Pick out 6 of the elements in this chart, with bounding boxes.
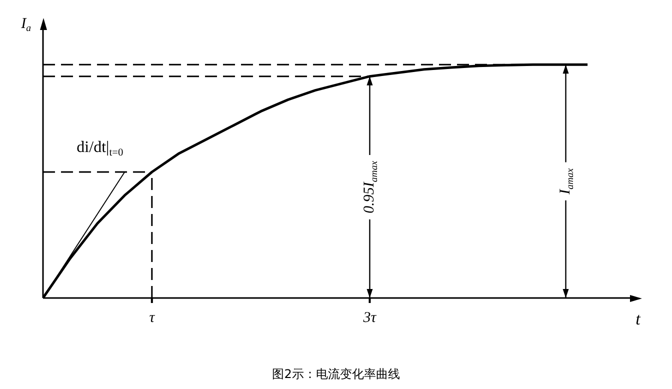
x-tick-label: τ (149, 310, 156, 326)
x-axis-title: t (636, 309, 642, 328)
text: 图2示：电流变化率曲线 (272, 367, 400, 382)
annotation: 0.95Iamax (362, 160, 380, 214)
annotation: Iamax (558, 168, 576, 196)
x-tick-label: 3τ (362, 310, 377, 326)
